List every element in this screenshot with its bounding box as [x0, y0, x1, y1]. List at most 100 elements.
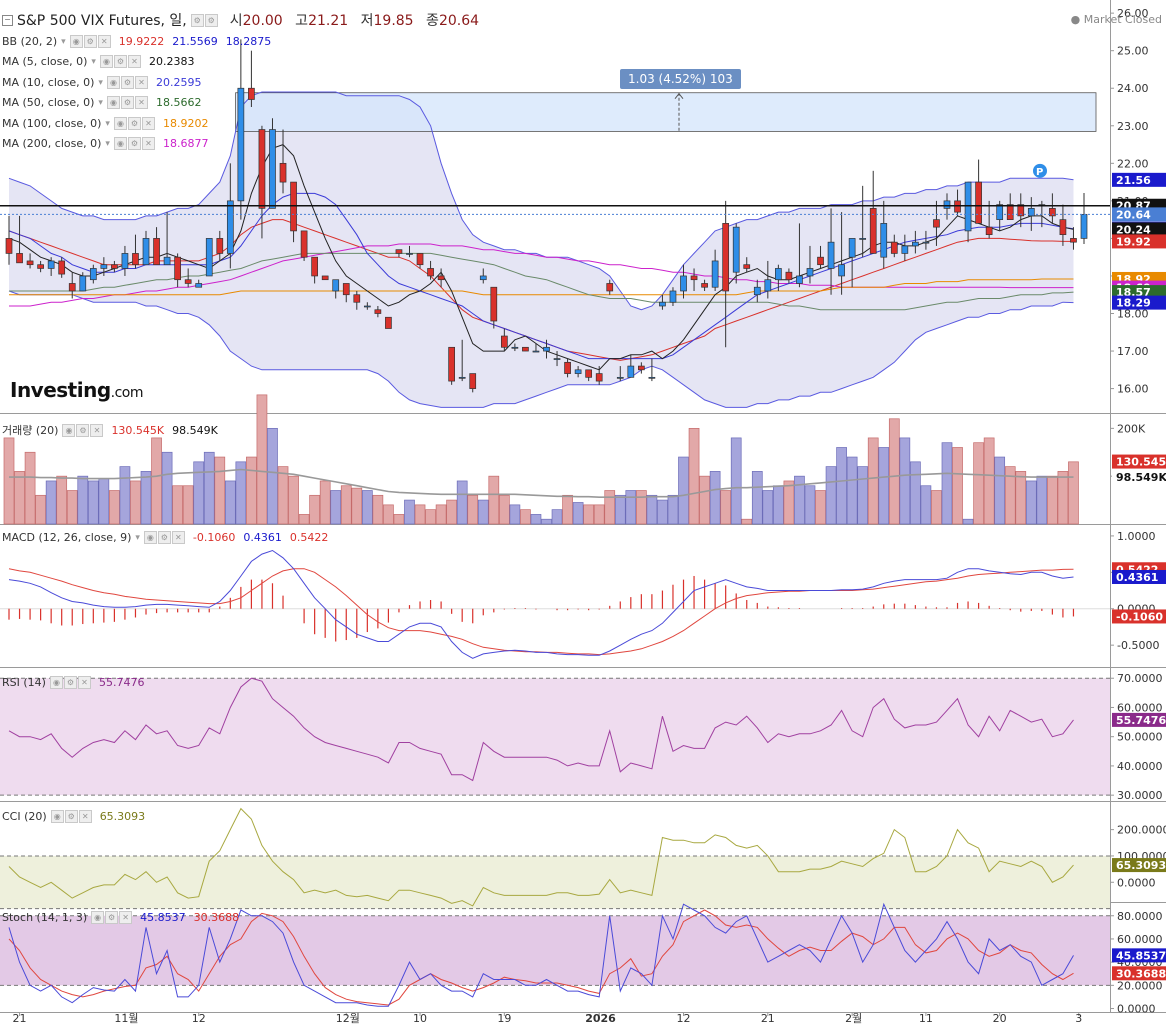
settings-icon[interactable]: ⚙	[83, 35, 97, 48]
x-axis-label: 19	[497, 1012, 511, 1024]
settings-icon[interactable]: ⚙	[113, 55, 127, 68]
legend-ma5[interactable]: MA (5, close, 0) ▾ ◉ ⚙ ✕ 20.2383	[2, 55, 194, 68]
candle-body	[68, 283, 76, 292]
visibility-icon[interactable]: ◉	[49, 676, 63, 689]
x-axis-label: 20	[993, 1012, 1007, 1024]
legend-volume[interactable]: 거래량 (20) ◉ ⚙ ✕ 130.545K 98.549K	[2, 422, 218, 438]
volume-bar	[404, 499, 415, 525]
settings-icon[interactable]: ⚙	[64, 810, 78, 823]
volume-bar	[35, 494, 46, 525]
chevron-down-icon[interactable]: ▾	[105, 118, 110, 129]
indicator-controls[interactable]: ◉ ⚙ ✕	[113, 137, 155, 150]
macd-axis-badge	[1112, 569, 1166, 584]
visibility-icon[interactable]: ◉	[113, 137, 127, 150]
settings-icon[interactable]: ⚙	[105, 911, 119, 924]
settings-icon[interactable]: ⚙	[120, 96, 134, 109]
candle-body	[174, 256, 181, 281]
close-icon[interactable]: ✕	[141, 137, 155, 150]
legend-ma200[interactable]: MA (200, close, 0) ▾ ◉ ⚙ ✕ 18.6877	[2, 137, 208, 150]
indicator-controls[interactable]: ◉ ⚙ ✕	[143, 531, 185, 544]
close-icon[interactable]: ✕	[127, 55, 141, 68]
volume-bar	[435, 504, 447, 525]
close-icon[interactable]: ✕	[77, 676, 91, 689]
settings-icon[interactable]: ⚙	[76, 423, 90, 437]
legend-ma50-value: 18.5662	[155, 96, 202, 109]
legend-macd-v2: 0.5422	[289, 531, 329, 544]
legend-volume-label: 거래량 (20)	[2, 424, 59, 437]
volume-bar	[762, 490, 774, 525]
indicator-controls[interactable]: ◉ ⚙ ✕	[106, 96, 148, 109]
close-icon[interactable]: ✕	[119, 911, 133, 924]
legend-cci-label: CCI (20)	[2, 810, 47, 823]
visibility-icon[interactable]: ◉	[106, 96, 120, 109]
indicator-controls[interactable]: ◉ ⚙ ✕	[113, 117, 155, 130]
indicator-controls[interactable]: ◉ ⚙ ✕	[50, 810, 92, 823]
volume-bar	[1047, 475, 1058, 525]
chevron-down-icon[interactable]: ▾	[98, 97, 103, 108]
close-icon[interactable]: ✕	[134, 96, 148, 109]
settings-icon[interactable]: ⚙	[127, 137, 141, 150]
candle-body	[764, 279, 772, 292]
chevron-down-icon[interactable]: ▾	[91, 56, 96, 67]
close-icon[interactable]: ✕	[97, 35, 111, 48]
candle-body	[753, 286, 761, 296]
volume-bar	[730, 437, 742, 525]
settings-icon[interactable]: ⚙	[120, 76, 134, 89]
symbol-controls[interactable]: ⚙ ⚙	[190, 13, 218, 27]
visibility-icon[interactable]: ◉	[99, 55, 113, 68]
chevron-down-icon[interactable]: ▾	[105, 138, 110, 149]
volume-bar	[119, 466, 131, 525]
visibility-icon[interactable]: ◉	[69, 35, 83, 48]
volume-bar	[298, 514, 310, 525]
volume-bar	[878, 447, 890, 525]
legend-bb[interactable]: BB (20, 2) ▾ ◉ ⚙ ✕ 19.9222 21.5569 18.2875	[2, 35, 271, 48]
settings-icon[interactable]: ⚙	[63, 676, 77, 689]
visibility-icon[interactable]: ◉	[91, 911, 105, 924]
visibility-icon[interactable]: ◉	[113, 117, 127, 130]
indicator-controls[interactable]: ◉ ⚙ ✕	[106, 76, 148, 89]
visibility-icon[interactable]: ◉	[106, 76, 120, 89]
legend-ma50[interactable]: MA (50, close, 0) ▾ ◉ ⚙ ✕ 18.5662	[2, 96, 201, 109]
settings-icon[interactable]: ⚙	[157, 531, 171, 544]
indicator-controls[interactable]: ◉ ⚙ ✕	[91, 911, 133, 924]
legend-rsi[interactable]: RSI (14) ◉ ⚙ ✕ 55.7476	[2, 676, 144, 689]
volume-bar	[446, 499, 457, 525]
volume-bar	[340, 485, 352, 525]
visibility-icon[interactable]: ◉	[50, 810, 64, 823]
close-icon[interactable]: ✕	[141, 117, 155, 130]
candle-body	[732, 226, 740, 273]
panel-collapse-icon[interactable]: −	[2, 14, 13, 26]
candle-body	[901, 245, 909, 254]
legend-ma100[interactable]: MA (100, close, 0) ▾ ◉ ⚙ ✕ 18.9202	[2, 117, 208, 130]
indicator-controls[interactable]: ◉ ⚙ ✕	[49, 676, 91, 689]
legend-macd[interactable]: MACD (12, 26, close, 9) ▾ ◉ ⚙ ✕ -0.1060 0.4…	[2, 531, 328, 544]
close-icon[interactable]: ✕	[171, 531, 185, 544]
close-icon[interactable]: ✕	[90, 423, 104, 437]
visibility-icon[interactable]: ◉	[143, 531, 157, 544]
candle-body	[922, 241, 930, 244]
volume-bar	[751, 471, 763, 525]
legend-ma10[interactable]: MA (10, close, 0) ▾ ◉ ⚙ ✕ 20.2595	[2, 76, 201, 89]
volume-bar	[319, 480, 331, 525]
settings-icon[interactable]: ⚙	[127, 117, 141, 130]
legend-stoch[interactable]: Stoch (14, 1, 3) ◉ ⚙ ✕ 45.8537 30.3688	[2, 911, 239, 924]
rsi-axis-tick-label: 60.0000	[1117, 701, 1163, 714]
indicator-controls[interactable]: ◉ ⚙ ✕	[69, 35, 111, 48]
candle-body	[311, 256, 318, 277]
indicator-controls[interactable]: ◉ ⚙ ✕	[99, 55, 141, 68]
close-icon[interactable]: ✕	[78, 810, 92, 823]
settings-icon[interactable]: ⚙	[204, 13, 218, 27]
ohlc-low-key: 저	[360, 13, 374, 29]
indicator-controls[interactable]: ◉ ⚙ ✕	[62, 423, 104, 437]
settings-icon[interactable]: ⚙	[190, 13, 204, 27]
symbol-legend: − S&P 500 VIX Futures, 일, ⚙ ⚙ 시20.00 고21.…	[2, 10, 479, 30]
legend-cci[interactable]: CCI (20) ◉ ⚙ ✕ 65.3093	[2, 810, 145, 823]
candle-body	[606, 283, 614, 292]
visibility-icon[interactable]: ◉	[62, 423, 76, 437]
candle-body	[627, 365, 635, 378]
chevron-down-icon[interactable]: ▾	[61, 36, 66, 47]
chevron-down-icon[interactable]: ▾	[98, 77, 103, 88]
chevron-down-icon[interactable]: ▾	[135, 532, 140, 543]
close-icon[interactable]: ✕	[134, 76, 148, 89]
